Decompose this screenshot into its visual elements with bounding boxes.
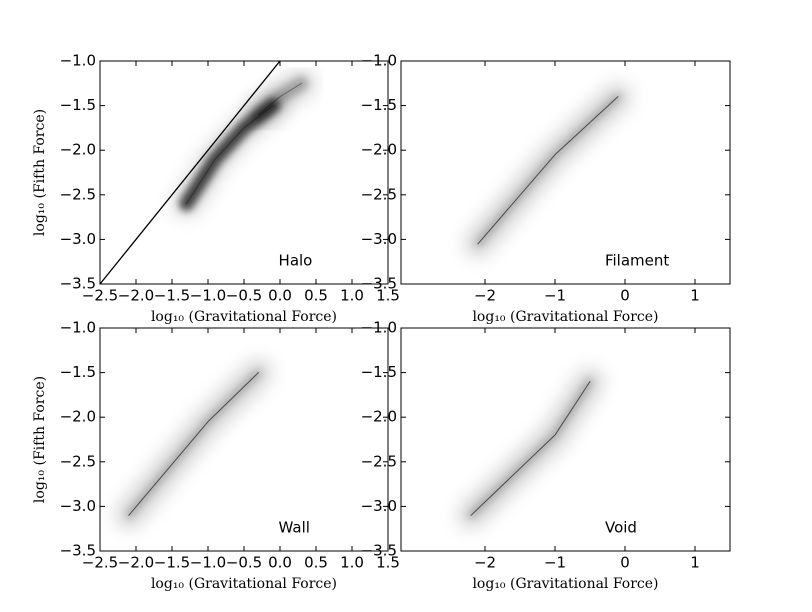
y-axis-label: log₁₀ (Fifth Force) (32, 376, 48, 503)
reference-line (100, 61, 281, 284)
density-body (251, 76, 309, 122)
panel: −2 −1 0 1 −3.5 −3.0 −2.5 −2.0 −1.5 −1.0 Void log₁₀ … (361, 319, 731, 592)
y-tick-label: −1.5 (361, 96, 397, 114)
y-tick-label: −1.5 (60, 363, 96, 381)
x-tick-label: −2.0 (118, 554, 154, 572)
y-tick-label: −1.5 (60, 96, 96, 114)
density-core (470, 381, 591, 516)
y-tick-label: −2.0 (361, 408, 397, 426)
y-tick-label: −2.0 (361, 141, 397, 159)
x-tick-label: −2 (474, 287, 496, 305)
plot-area (465, 83, 631, 257)
x-tick-label: 1.5 (376, 554, 400, 572)
x-tick-label: −1.5 (154, 554, 190, 572)
plot-area (458, 368, 603, 529)
y-tick-label: −1.0 (361, 319, 397, 337)
panel: −2.5 −2.0 −1.5 −1.0 −0.5 0.0 0.5 1.0 1.5−3.5−3.0… (32, 319, 400, 593)
y-tick-label: −3.5 (361, 542, 397, 560)
y-tick-label: −2.5 (60, 452, 96, 470)
x-tick-label: −2 (474, 554, 496, 572)
plot-background (100, 61, 388, 284)
y-tick-label: −1.5 (361, 363, 397, 381)
plot-frame (400, 327, 731, 552)
x-tick-label: −2.5 (82, 287, 118, 305)
x-tick-label: 0.5 (304, 287, 328, 305)
panel: −2 −1 0 1 −3.5 −3.0 −2.5 −2.0 −1.5 −1.0 Filament lo… (361, 52, 731, 325)
y-tick-label: −3.0 (60, 230, 96, 248)
plot-area (100, 61, 315, 284)
x-tick-label: −1 (544, 287, 566, 305)
x-tick-label: −1.5 (154, 287, 190, 305)
x-axis-label: log₁₀ (Gravitational Force) (151, 309, 337, 325)
x-tick-label: −2.5 (82, 554, 118, 572)
y-tick-label: −3.5 (60, 275, 96, 293)
annotation: Halo (279, 252, 313, 270)
x-tick-label: 0.0 (268, 554, 292, 572)
x-tick-label: −1.0 (190, 554, 226, 572)
density-core (477, 96, 619, 245)
y-tick-label: −1.0 (60, 52, 96, 70)
y-tick-label: −1.0 (361, 52, 397, 70)
annotation: Filament (605, 252, 669, 270)
y-tick-label: −3.0 (60, 497, 96, 515)
x-axis-label: log₁₀ (Gravitational Force) (472, 576, 658, 592)
annotation: Void (605, 519, 637, 537)
density-core (128, 372, 259, 516)
panel: −2.5 −2.0 −1.5 −1.0 −0.5 0.0 0.5 1.0 1.5−3.5−3.0… (32, 52, 400, 326)
x-tick-label: −1 (544, 554, 566, 572)
x-axis-label: log₁₀ (Gravitational Force) (472, 309, 658, 325)
x-tick-label: −0.5 (226, 287, 262, 305)
y-tick-label: −2.5 (361, 452, 397, 470)
plot-background (100, 328, 388, 551)
x-tick-label: 0 (620, 554, 630, 572)
annotation: Wall (279, 519, 310, 537)
x-tick-label: −2.0 (118, 287, 154, 305)
plot-background (401, 61, 730, 284)
x-tick-label: 1.0 (340, 554, 364, 572)
x-tick-label: 0.5 (304, 554, 328, 572)
y-tick-label: −1.0 (60, 319, 96, 337)
y-axis-label: log₁₀ (Fifth Force) (32, 109, 48, 236)
y-tick-label: −2.5 (60, 185, 96, 203)
x-tick-label: −1.0 (190, 287, 226, 305)
plot-area (115, 359, 272, 529)
y-tick-label: −3.0 (361, 497, 397, 515)
x-tick-label: 1 (690, 287, 700, 305)
x-tick-label: 0 (620, 287, 630, 305)
y-tick-label: −2.0 (60, 141, 96, 159)
y-tick-label: −3.0 (361, 230, 397, 248)
x-tick-label: 1.0 (340, 287, 364, 305)
x-tick-label: −0.5 (226, 554, 262, 572)
x-tick-label: 0.0 (268, 287, 292, 305)
y-tick-label: −2.0 (60, 408, 96, 426)
x-axis-label: log₁₀ (Gravitational Force) (151, 576, 337, 592)
x-tick-label: 1.5 (376, 287, 400, 305)
density-core (257, 82, 303, 116)
y-tick-label: −3.5 (60, 542, 96, 560)
y-tick-label: −2.5 (361, 185, 397, 203)
plot-frame (400, 60, 731, 285)
y-tick-label: −3.5 (361, 275, 397, 293)
x-tick-label: 1 (690, 554, 700, 572)
